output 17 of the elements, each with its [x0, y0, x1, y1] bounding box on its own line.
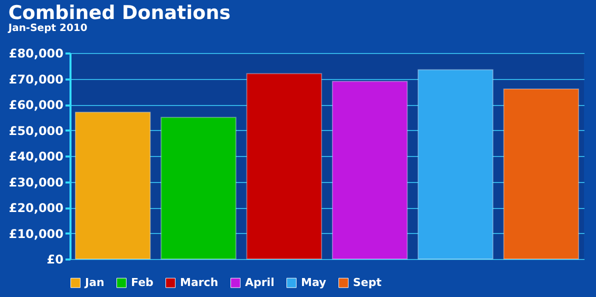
legend-label: Feb: [131, 276, 154, 289]
y-tick-label: £20,000: [8, 201, 64, 215]
y-tick-label: £70,000: [8, 72, 64, 86]
chart-subtitle: Jan-Sept 2010: [7, 23, 88, 34]
y-tick-label: £40,000: [8, 150, 64, 164]
y-tick-label: £80,000: [8, 46, 64, 60]
legend-label: Sept: [353, 276, 382, 289]
legend-label: May: [301, 276, 326, 289]
legend-label: March: [180, 276, 218, 289]
y-tick-label: £30,000: [8, 175, 64, 190]
y-tick-label: £0: [46, 252, 64, 266]
legend-label: Jan: [84, 276, 104, 289]
y-tick-label: £50,000: [8, 124, 64, 138]
y-tick-label: £60,000: [8, 98, 64, 112]
chart-title: Combined Donations: [8, 2, 231, 24]
y-tick-label: £10,000: [8, 226, 64, 241]
legend-label: April: [245, 276, 274, 289]
